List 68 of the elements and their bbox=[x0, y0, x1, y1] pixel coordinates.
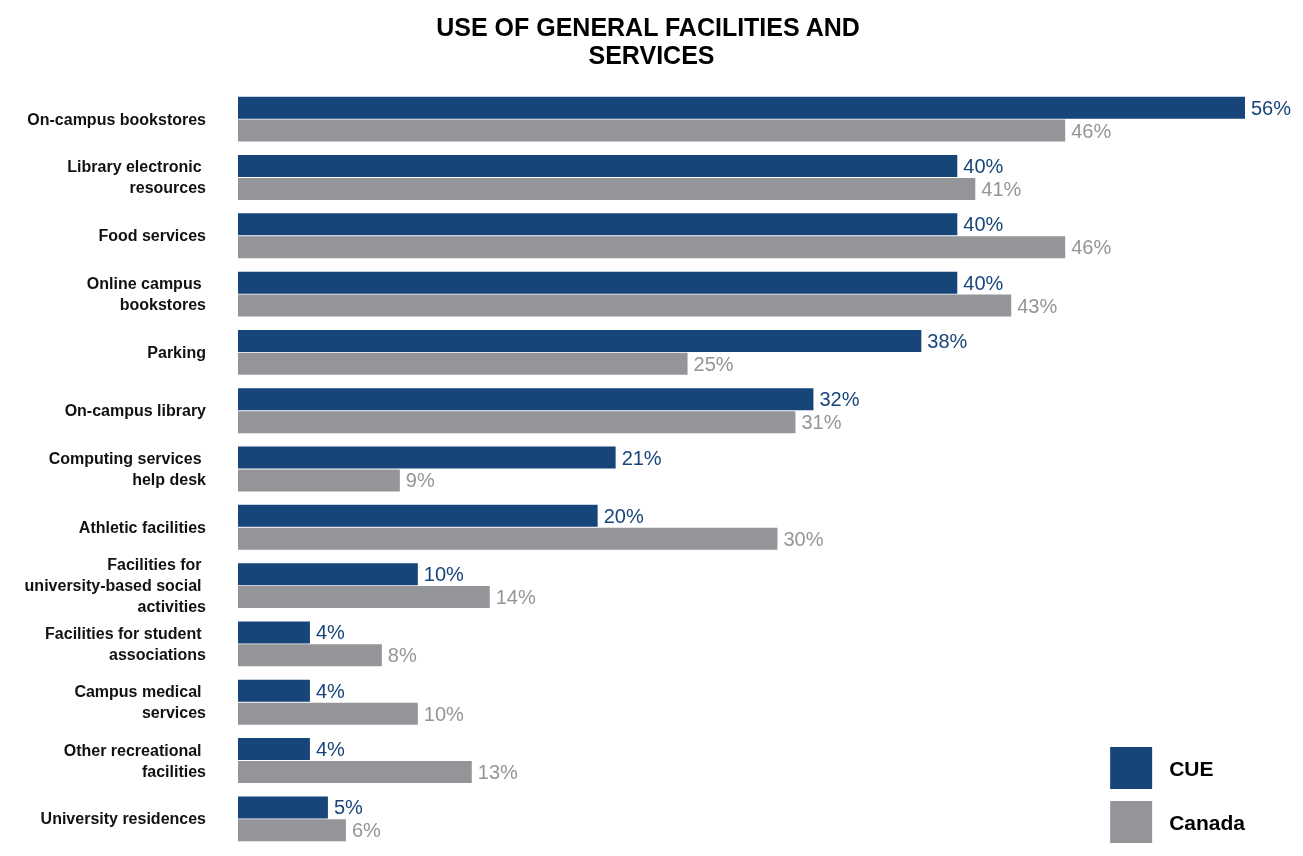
data-label: 8% bbox=[387, 644, 417, 667]
bar bbox=[238, 236, 1066, 259]
bar bbox=[238, 760, 472, 783]
y-tick-label: Online campus bookstores bbox=[86, 275, 207, 314]
y-tick-label: Facilities for university-based social activities bbox=[24, 556, 207, 616]
y-tick-label: On-campus bookstores bbox=[27, 110, 207, 128]
data-label: 6% bbox=[351, 819, 382, 842]
data-label: 30% bbox=[783, 527, 824, 550]
data-label: 46% bbox=[1071, 236, 1112, 259]
data-label: 31% bbox=[801, 411, 842, 434]
y-tick-label: Parking bbox=[147, 343, 206, 361]
y-tick-label: Computing services help desk bbox=[48, 450, 207, 488]
data-label: 4% bbox=[315, 679, 346, 702]
data-label: 4% bbox=[315, 738, 346, 761]
data-label: 13% bbox=[477, 760, 519, 783]
y-tick-label: Library electronic resources bbox=[67, 158, 207, 197]
data-label: 56% bbox=[1251, 96, 1292, 119]
bar bbox=[238, 796, 328, 819]
y-tick-label: Athletic facilities bbox=[78, 518, 207, 536]
bar bbox=[238, 819, 346, 842]
bar bbox=[238, 679, 310, 702]
bar bbox=[238, 271, 958, 294]
bar bbox=[238, 177, 976, 200]
bar bbox=[238, 329, 922, 352]
bar bbox=[238, 96, 1245, 119]
bar bbox=[238, 738, 310, 761]
data-label: 38% bbox=[927, 329, 968, 352]
bar bbox=[238, 621, 310, 644]
data-label: 9% bbox=[405, 469, 435, 492]
chart-title: USE OF GENERAL FACILITIES AND SERVICES bbox=[436, 13, 867, 69]
data-label: 40% bbox=[963, 155, 1004, 178]
y-tick-label: University residences bbox=[40, 810, 207, 828]
bar bbox=[238, 446, 616, 469]
data-label: 5% bbox=[333, 796, 364, 819]
bar bbox=[238, 352, 688, 375]
data-label: 4% bbox=[315, 621, 346, 644]
bar bbox=[238, 294, 1012, 317]
data-label: 20% bbox=[603, 504, 644, 527]
bar bbox=[238, 213, 958, 236]
bar bbox=[238, 411, 796, 434]
data-label: 25% bbox=[693, 352, 734, 375]
data-label: 40% bbox=[963, 271, 1004, 294]
bar bbox=[238, 388, 814, 411]
data-label: 21% bbox=[621, 446, 662, 469]
bar bbox=[238, 504, 598, 527]
data-label: 40% bbox=[963, 213, 1004, 236]
bar bbox=[238, 527, 778, 550]
data-label: 32% bbox=[819, 388, 860, 411]
bar bbox=[238, 586, 490, 609]
data-label: 43% bbox=[1017, 294, 1058, 317]
y-tick-label: On-campus library bbox=[64, 402, 207, 420]
legend-label: Canada bbox=[1169, 810, 1246, 834]
data-label: 14% bbox=[495, 586, 536, 609]
bar bbox=[238, 644, 382, 667]
bar bbox=[238, 469, 400, 492]
y-tick-label: Other recreational facilities bbox=[63, 741, 207, 780]
y-tick-label: Facilities for student associations bbox=[45, 624, 207, 663]
data-label: 41% bbox=[981, 177, 1022, 200]
y-tick-label: Food services bbox=[98, 227, 207, 245]
legend-label: CUE bbox=[1169, 756, 1214, 780]
bar bbox=[238, 155, 958, 178]
y-tick-label: Campus medical services bbox=[74, 683, 207, 722]
bar bbox=[238, 563, 418, 586]
bar bbox=[238, 119, 1066, 142]
data-label: 46% bbox=[1071, 119, 1112, 142]
data-label: 10% bbox=[423, 563, 465, 586]
bar bbox=[238, 702, 418, 725]
data-label: 10% bbox=[423, 702, 465, 725]
